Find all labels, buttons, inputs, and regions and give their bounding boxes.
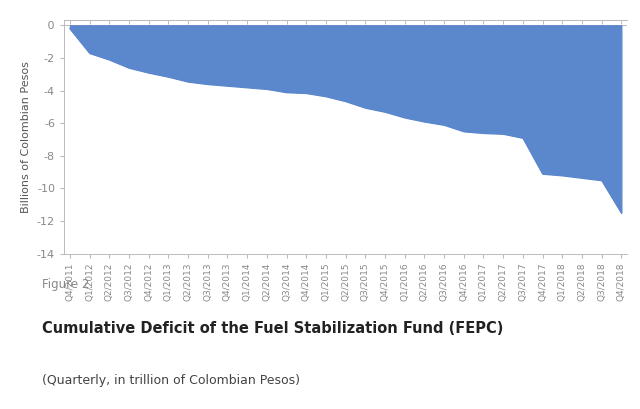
Y-axis label: Billions of Colombian Pesos: Billions of Colombian Pesos [21,61,31,213]
Text: Figure 2.: Figure 2. [42,279,93,291]
Text: (Quarterly, in trillion of Colombian Pesos): (Quarterly, in trillion of Colombian Pes… [42,375,300,387]
Text: Cumulative Deficit of the Fuel Stabilization Fund (FEPC): Cumulative Deficit of the Fuel Stabiliza… [42,321,503,336]
